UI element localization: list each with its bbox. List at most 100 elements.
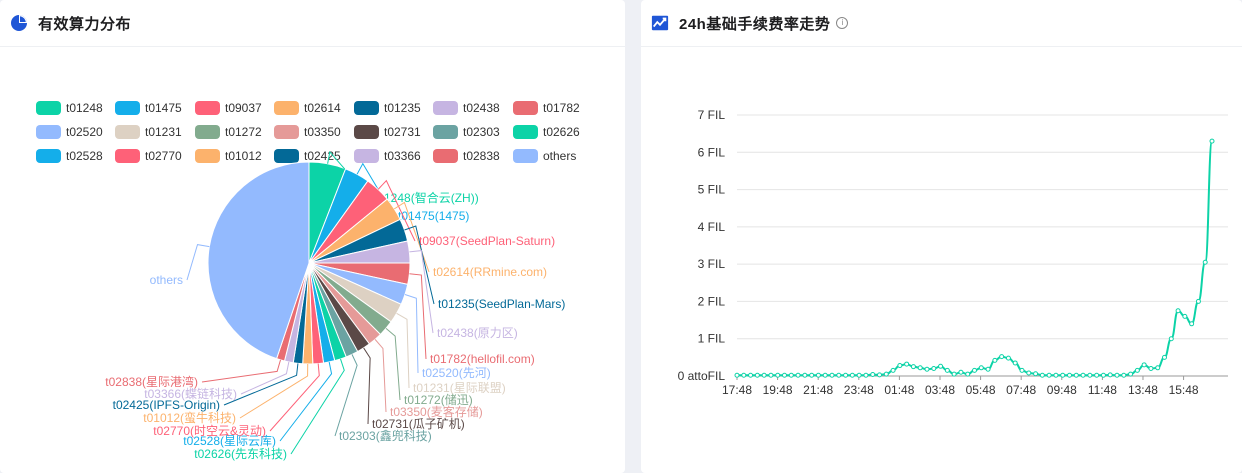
legend-item-t02303[interactable]: t02303 bbox=[433, 125, 500, 139]
fee-data-point[interactable] bbox=[815, 372, 821, 378]
fee-data-point[interactable] bbox=[1168, 336, 1174, 342]
fee-data-point[interactable] bbox=[1209, 138, 1215, 144]
fee-data-point[interactable] bbox=[917, 365, 923, 371]
fee-data-point[interactable] bbox=[1019, 367, 1025, 373]
fee-data-point[interactable] bbox=[897, 363, 903, 369]
fee-data-point[interactable] bbox=[1202, 259, 1208, 265]
fee-data-point[interactable] bbox=[1039, 372, 1045, 378]
fee-data-point[interactable] bbox=[1148, 366, 1154, 372]
fee-data-point[interactable] bbox=[782, 372, 787, 378]
legend-item-t02520[interactable]: t02520 bbox=[36, 125, 103, 139]
fee-data-point[interactable] bbox=[972, 367, 977, 373]
legend-item-t02838[interactable]: t02838 bbox=[433, 149, 500, 163]
fee-data-point[interactable] bbox=[1189, 321, 1195, 327]
fee-data-point[interactable] bbox=[788, 372, 794, 378]
fee-data-point[interactable] bbox=[802, 372, 808, 378]
fee-data-point[interactable] bbox=[1162, 354, 1167, 360]
legend-item-t03366[interactable]: t03366 bbox=[354, 149, 421, 163]
fee-data-point[interactable] bbox=[856, 372, 862, 378]
legend-label: t01012 bbox=[225, 149, 262, 163]
fee-data-point[interactable] bbox=[1026, 370, 1032, 376]
legend-item-t01012[interactable]: t01012 bbox=[195, 149, 262, 163]
fee-data-point[interactable] bbox=[951, 371, 957, 377]
fee-data-point[interactable] bbox=[1073, 372, 1079, 378]
fee-data-point[interactable] bbox=[829, 372, 835, 378]
fee-data-point[interactable] bbox=[992, 357, 998, 363]
legend-item-t01248[interactable]: t01248 bbox=[36, 101, 103, 115]
fee-data-point[interactable] bbox=[1175, 308, 1181, 314]
legend-item-t02614[interactable]: t02614 bbox=[274, 101, 341, 115]
fee-data-point[interactable] bbox=[958, 369, 964, 375]
legend-item-t02438[interactable]: t02438 bbox=[433, 101, 500, 115]
fee-data-point[interactable] bbox=[890, 367, 896, 373]
fee-data-point[interactable] bbox=[1060, 372, 1066, 378]
legend-item-t01231[interactable]: t01231 bbox=[115, 125, 182, 139]
fee-data-point[interactable] bbox=[1155, 365, 1161, 371]
fee-data-point[interactable] bbox=[931, 366, 937, 372]
fee-data-point[interactable] bbox=[938, 363, 944, 369]
fee-data-point[interactable] bbox=[1080, 372, 1086, 378]
fee-data-point[interactable] bbox=[944, 367, 950, 373]
fee-data-point[interactable] bbox=[1182, 313, 1188, 319]
fee-data-point[interactable] bbox=[1094, 372, 1100, 378]
fee-data-point[interactable] bbox=[1141, 362, 1147, 368]
pie-label-t03366: t03366(蝶链科技) bbox=[144, 386, 237, 401]
fee-data-point[interactable] bbox=[1087, 372, 1093, 378]
info-icon[interactable]: i bbox=[836, 17, 849, 29]
fee-data-point[interactable] bbox=[836, 372, 842, 378]
legend-item-t01782[interactable]: t01782 bbox=[513, 101, 580, 115]
fee-data-point[interactable] bbox=[1195, 298, 1201, 304]
pie-slice-others[interactable] bbox=[207, 161, 310, 360]
fee-data-point[interactable] bbox=[1067, 372, 1072, 378]
legend-item-t02626[interactable]: t02626 bbox=[513, 125, 580, 139]
legend-item-t02770[interactable]: t02770 bbox=[115, 149, 182, 163]
fee-data-point[interactable] bbox=[863, 372, 869, 378]
fee-data-point[interactable] bbox=[822, 372, 828, 378]
legend-item-others[interactable]: others bbox=[513, 149, 576, 163]
fee-data-point[interactable] bbox=[883, 371, 889, 377]
legend-item-t02528[interactable]: t02528 bbox=[36, 149, 103, 163]
legend-label: t02626 bbox=[543, 125, 580, 139]
fee-data-point[interactable] bbox=[910, 364, 916, 370]
fee-data-point[interactable] bbox=[1053, 372, 1059, 378]
fee-data-point[interactable] bbox=[904, 361, 910, 367]
fee-data-point[interactable] bbox=[978, 365, 984, 371]
fee-data-point[interactable] bbox=[754, 372, 760, 378]
fee-data-point[interactable] bbox=[1046, 372, 1052, 378]
fee-data-point[interactable] bbox=[734, 372, 740, 378]
legend-item-t02425[interactable]: t02425 bbox=[274, 149, 341, 163]
fee-data-point[interactable] bbox=[1012, 360, 1018, 366]
fee-data-point[interactable] bbox=[1121, 372, 1127, 378]
fee-data-point[interactable] bbox=[1114, 372, 1120, 378]
fee-data-point[interactable] bbox=[761, 372, 767, 378]
fee-data-point[interactable] bbox=[1100, 372, 1106, 378]
fee-data-point[interactable] bbox=[795, 372, 801, 378]
fee-data-point[interactable] bbox=[999, 354, 1005, 360]
fee-data-point[interactable] bbox=[1134, 367, 1140, 373]
fee-data-point[interactable] bbox=[809, 372, 815, 378]
fee-data-point[interactable] bbox=[1107, 372, 1113, 378]
fee-data-point[interactable] bbox=[877, 372, 882, 378]
fee-data-point[interactable] bbox=[1128, 371, 1134, 377]
legend-item-t01235[interactable]: t01235 bbox=[354, 101, 421, 115]
pie-leader-t02770 bbox=[269, 363, 320, 432]
fee-data-point[interactable] bbox=[748, 372, 754, 378]
legend-item-t09037[interactable]: t09037 bbox=[195, 101, 262, 115]
legend-item-t03350[interactable]: t03350 bbox=[274, 125, 341, 139]
fee-data-point[interactable] bbox=[1033, 371, 1039, 377]
fee-data-point[interactable] bbox=[768, 372, 774, 378]
legend-item-t01475[interactable]: t01475 bbox=[115, 101, 182, 115]
legend-item-t01272[interactable]: t01272 bbox=[195, 125, 262, 139]
fee-data-point[interactable] bbox=[870, 372, 876, 378]
fee-data-point[interactable] bbox=[849, 372, 855, 378]
fee-data-point[interactable] bbox=[924, 366, 930, 372]
fee-data-point[interactable] bbox=[843, 372, 849, 378]
legend-item-t02731[interactable]: t02731 bbox=[354, 125, 421, 139]
pie-chart-icon bbox=[11, 15, 27, 31]
fee-data-point[interactable] bbox=[985, 366, 991, 372]
line-chart: 0 attoFIL 1 FIL 2 FIL 3 FIL 4 FIL 5 FIL 6 FIL 7… bbox=[678, 108, 1228, 397]
fee-data-point[interactable] bbox=[775, 372, 781, 378]
fee-data-point[interactable] bbox=[965, 371, 971, 377]
fee-data-point[interactable] bbox=[741, 372, 747, 378]
fee-data-point[interactable] bbox=[1005, 355, 1011, 361]
